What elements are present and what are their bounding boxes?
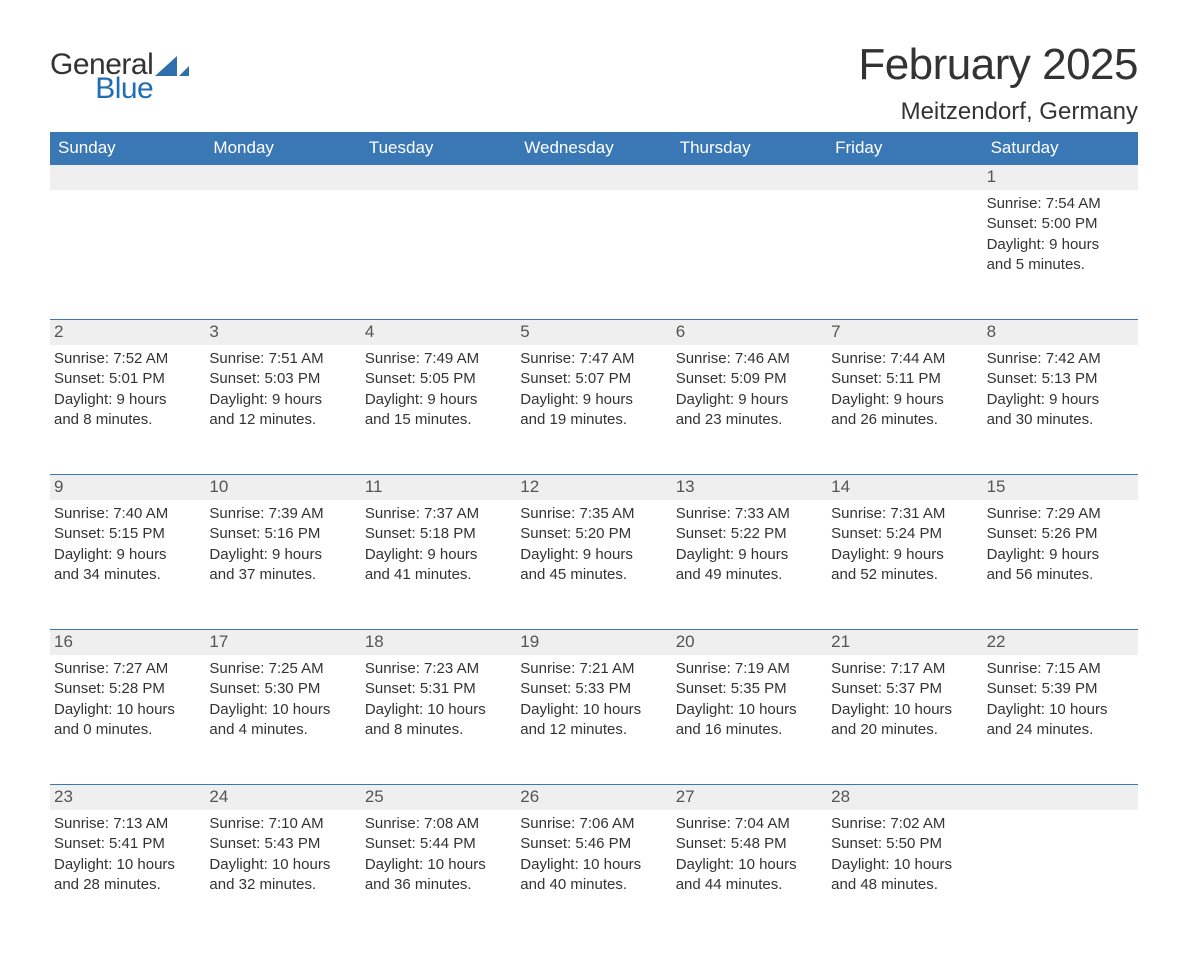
week-info-row: Sunrise: 7:27 AMSunset: 5:28 PMDaylight:… — [50, 655, 1138, 740]
day-info: Sunrise: 7:35 AMSunset: 5:20 PMDaylight:… — [516, 500, 671, 585]
day-number: 28 — [827, 785, 982, 810]
day-info — [50, 190, 205, 275]
day-number — [983, 785, 1138, 810]
day-number — [827, 165, 982, 190]
day-number: 8 — [983, 320, 1138, 345]
day-info — [827, 190, 982, 275]
day-number: 20 — [672, 630, 827, 655]
day-number: 4 — [361, 320, 516, 345]
day-info: Sunrise: 7:21 AMSunset: 5:33 PMDaylight:… — [516, 655, 671, 740]
day-info: Sunrise: 7:08 AMSunset: 5:44 PMDaylight:… — [361, 810, 516, 895]
day-number: 27 — [672, 785, 827, 810]
day-number: 19 — [516, 630, 671, 655]
day-info — [672, 190, 827, 275]
week-number-row: 16171819202122 — [50, 630, 1138, 655]
day-number: 2 — [50, 320, 205, 345]
calendar: SundayMondayTuesdayWednesdayThursdayFrid… — [50, 132, 1138, 915]
day-info: Sunrise: 7:02 AMSunset: 5:50 PMDaylight:… — [827, 810, 982, 895]
day-info: Sunrise: 7:52 AMSunset: 5:01 PMDaylight:… — [50, 345, 205, 430]
day-info — [205, 190, 360, 275]
day-info: Sunrise: 7:25 AMSunset: 5:30 PMDaylight:… — [205, 655, 360, 740]
day-number: 11 — [361, 475, 516, 500]
day-number — [50, 165, 205, 190]
logo-line2: Blue — [95, 74, 153, 104]
day-number — [205, 165, 360, 190]
day-number: 21 — [827, 630, 982, 655]
day-number: 6 — [672, 320, 827, 345]
day-info: Sunrise: 7:10 AMSunset: 5:43 PMDaylight:… — [205, 810, 360, 895]
day-info — [361, 190, 516, 275]
title-block: February 2025 Meitzendorf, Germany — [858, 40, 1138, 126]
day-info: Sunrise: 7:13 AMSunset: 5:41 PMDaylight:… — [50, 810, 205, 895]
day-number: 18 — [361, 630, 516, 655]
day-number: 12 — [516, 475, 671, 500]
dow-cell: Friday — [827, 132, 982, 165]
dow-cell: Saturday — [983, 132, 1138, 165]
day-number: 14 — [827, 475, 982, 500]
day-info: Sunrise: 7:42 AMSunset: 5:13 PMDaylight:… — [983, 345, 1138, 430]
day-info: Sunrise: 7:15 AMSunset: 5:39 PMDaylight:… — [983, 655, 1138, 740]
day-number: 26 — [516, 785, 671, 810]
week-number-row: 2345678 — [50, 320, 1138, 345]
week-info-row: Sunrise: 7:54 AMSunset: 5:00 PMDaylight:… — [50, 190, 1138, 275]
day-info: Sunrise: 7:46 AMSunset: 5:09 PMDaylight:… — [672, 345, 827, 430]
day-number: 15 — [983, 475, 1138, 500]
day-info — [516, 190, 671, 275]
day-info: Sunrise: 7:27 AMSunset: 5:28 PMDaylight:… — [50, 655, 205, 740]
day-info: Sunrise: 7:40 AMSunset: 5:15 PMDaylight:… — [50, 500, 205, 585]
day-number: 25 — [361, 785, 516, 810]
day-info: Sunrise: 7:23 AMSunset: 5:31 PMDaylight:… — [361, 655, 516, 740]
day-info: Sunrise: 7:37 AMSunset: 5:18 PMDaylight:… — [361, 500, 516, 585]
day-number: 16 — [50, 630, 205, 655]
dow-cell: Wednesday — [516, 132, 671, 165]
week-info-row: Sunrise: 7:13 AMSunset: 5:41 PMDaylight:… — [50, 810, 1138, 895]
day-info: Sunrise: 7:33 AMSunset: 5:22 PMDaylight:… — [672, 500, 827, 585]
dow-cell: Thursday — [672, 132, 827, 165]
day-info: Sunrise: 7:17 AMSunset: 5:37 PMDaylight:… — [827, 655, 982, 740]
day-number: 23 — [50, 785, 205, 810]
logo: General Blue — [50, 40, 191, 104]
day-number: 3 — [205, 320, 360, 345]
weeks-container: 1Sunrise: 7:54 AMSunset: 5:00 PMDaylight… — [50, 165, 1138, 915]
location: Meitzendorf, Germany — [858, 98, 1138, 126]
day-info: Sunrise: 7:44 AMSunset: 5:11 PMDaylight:… — [827, 345, 982, 430]
week-number-row: 1 — [50, 165, 1138, 190]
day-info: Sunrise: 7:19 AMSunset: 5:35 PMDaylight:… — [672, 655, 827, 740]
day-info: Sunrise: 7:39 AMSunset: 5:16 PMDaylight:… — [205, 500, 360, 585]
day-number: 22 — [983, 630, 1138, 655]
dow-header: SundayMondayTuesdayWednesdayThursdayFrid… — [50, 132, 1138, 165]
day-number: 17 — [205, 630, 360, 655]
day-number: 1 — [983, 165, 1138, 190]
day-info — [983, 810, 1138, 895]
day-info: Sunrise: 7:51 AMSunset: 5:03 PMDaylight:… — [205, 345, 360, 430]
day-number: 13 — [672, 475, 827, 500]
day-number — [361, 165, 516, 190]
week-info-row: Sunrise: 7:52 AMSunset: 5:01 PMDaylight:… — [50, 345, 1138, 430]
month-title: February 2025 — [858, 40, 1138, 90]
day-number — [516, 165, 671, 190]
day-number: 7 — [827, 320, 982, 345]
day-info: Sunrise: 7:31 AMSunset: 5:24 PMDaylight:… — [827, 500, 982, 585]
dow-cell: Sunday — [50, 132, 205, 165]
sail-icon — [153, 54, 191, 87]
day-info: Sunrise: 7:49 AMSunset: 5:05 PMDaylight:… — [361, 345, 516, 430]
header: General Blue February 2025 Meitzendorf, … — [50, 40, 1138, 126]
dow-cell: Tuesday — [361, 132, 516, 165]
day-number: 10 — [205, 475, 360, 500]
day-number: 24 — [205, 785, 360, 810]
day-info: Sunrise: 7:06 AMSunset: 5:46 PMDaylight:… — [516, 810, 671, 895]
day-number — [672, 165, 827, 190]
day-info: Sunrise: 7:29 AMSunset: 5:26 PMDaylight:… — [983, 500, 1138, 585]
day-number: 5 — [516, 320, 671, 345]
day-info: Sunrise: 7:54 AMSunset: 5:00 PMDaylight:… — [983, 190, 1138, 275]
day-info: Sunrise: 7:47 AMSunset: 5:07 PMDaylight:… — [516, 345, 671, 430]
week-number-row: 232425262728 — [50, 785, 1138, 810]
week-number-row: 9101112131415 — [50, 475, 1138, 500]
week-info-row: Sunrise: 7:40 AMSunset: 5:15 PMDaylight:… — [50, 500, 1138, 585]
dow-cell: Monday — [205, 132, 360, 165]
day-number: 9 — [50, 475, 205, 500]
day-info: Sunrise: 7:04 AMSunset: 5:48 PMDaylight:… — [672, 810, 827, 895]
